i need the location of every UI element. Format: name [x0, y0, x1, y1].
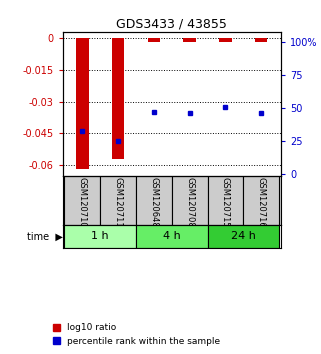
Bar — [65, 176, 100, 225]
Bar — [183, 38, 196, 42]
Text: 24 h: 24 h — [231, 232, 256, 241]
Bar — [219, 38, 232, 42]
Text: 1 h: 1 h — [91, 232, 109, 241]
Bar — [243, 176, 279, 225]
Bar — [76, 38, 89, 170]
Bar — [172, 176, 207, 225]
Bar — [136, 225, 207, 248]
Text: GSM120711: GSM120711 — [114, 177, 123, 228]
Bar — [207, 176, 243, 225]
Title: GDS3433 / 43855: GDS3433 / 43855 — [116, 18, 227, 31]
Bar — [148, 38, 160, 42]
Bar — [255, 38, 267, 42]
Text: 4 h: 4 h — [163, 232, 181, 241]
Bar — [136, 176, 172, 225]
Text: GSM120716: GSM120716 — [257, 177, 266, 228]
Text: time  ▶: time ▶ — [27, 232, 63, 241]
Text: GSM120648: GSM120648 — [149, 177, 158, 228]
Bar — [207, 225, 279, 248]
Bar — [112, 38, 124, 159]
Legend: log10 ratio, percentile rank within the sample: log10 ratio, percentile rank within the … — [53, 324, 220, 346]
Text: GSM120715: GSM120715 — [221, 177, 230, 228]
Bar — [65, 225, 136, 248]
Text: GSM120710: GSM120710 — [78, 177, 87, 228]
Bar — [100, 176, 136, 225]
Text: GSM120708: GSM120708 — [185, 177, 194, 228]
